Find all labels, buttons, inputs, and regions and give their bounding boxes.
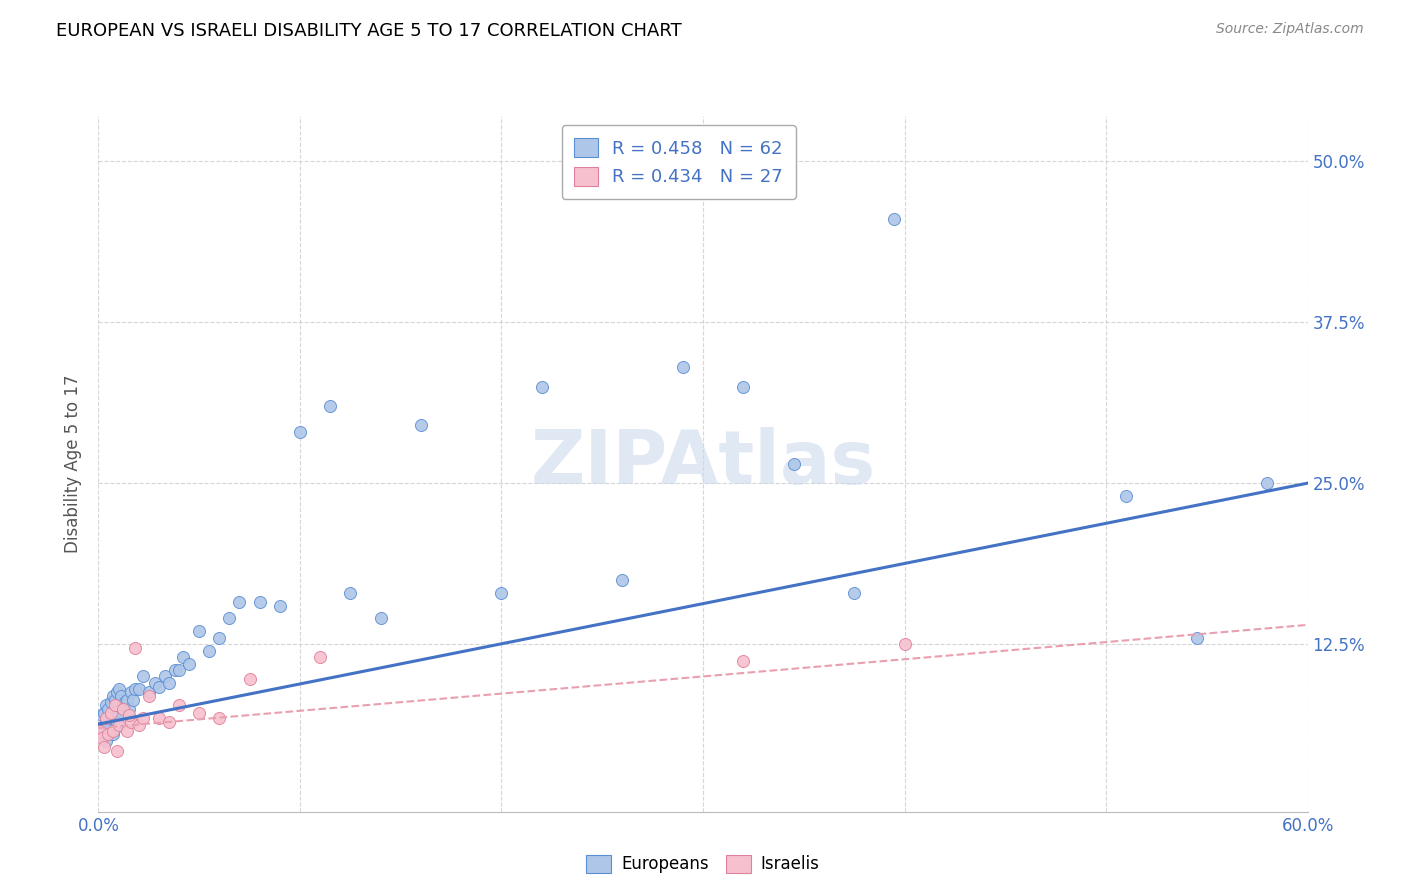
Point <box>138 689 160 703</box>
Point <box>188 624 211 639</box>
Point <box>101 689 124 703</box>
Point <box>319 399 342 413</box>
Point <box>157 676 180 690</box>
Point <box>89 721 111 735</box>
Point <box>167 698 190 712</box>
Point <box>309 650 332 665</box>
Point <box>153 669 176 683</box>
Point <box>118 708 141 723</box>
Point <box>163 663 186 677</box>
Point <box>91 731 114 746</box>
Point <box>91 708 114 723</box>
Point <box>93 740 115 755</box>
Point <box>103 698 125 712</box>
Point <box>96 698 118 712</box>
Point <box>128 682 150 697</box>
Point <box>228 595 250 609</box>
Point <box>148 711 170 725</box>
Point <box>143 676 166 690</box>
Point <box>96 734 118 748</box>
Point <box>148 680 170 694</box>
Point <box>91 727 114 741</box>
Point <box>167 663 190 677</box>
Point <box>96 711 118 725</box>
Point <box>249 595 271 609</box>
Point <box>107 708 129 723</box>
Point <box>218 611 240 625</box>
Text: Source: ZipAtlas.com: Source: ZipAtlas.com <box>1216 22 1364 37</box>
Legend: Europeans, Israelis: Europeans, Israelis <box>579 848 827 880</box>
Point <box>100 695 122 709</box>
Point <box>111 698 134 712</box>
Point <box>97 718 120 732</box>
Point <box>103 721 125 735</box>
Point <box>269 599 291 613</box>
Point <box>1185 631 1208 645</box>
Point <box>93 723 115 738</box>
Point <box>188 706 211 720</box>
Point <box>124 641 146 656</box>
Point <box>138 685 160 699</box>
Point <box>198 643 221 657</box>
Y-axis label: Disability Age 5 to 17: Disability Age 5 to 17 <box>65 375 83 553</box>
Point <box>105 744 128 758</box>
Point <box>107 718 129 732</box>
Point <box>114 695 136 709</box>
Point <box>172 650 194 665</box>
Point <box>844 585 866 599</box>
Point <box>288 425 311 439</box>
Point <box>128 718 150 732</box>
Point <box>101 723 124 738</box>
Point <box>103 692 125 706</box>
Point <box>409 418 432 433</box>
Point <box>121 692 143 706</box>
Text: EUROPEAN VS ISRAELI DISABILITY AGE 5 TO 17 CORRELATION CHART: EUROPEAN VS ISRAELI DISABILITY AGE 5 TO … <box>56 22 682 40</box>
Point <box>132 669 155 683</box>
Point <box>100 706 122 720</box>
Point <box>339 585 361 599</box>
Point <box>115 723 138 738</box>
Point <box>93 706 115 720</box>
Point <box>208 631 231 645</box>
Point <box>883 212 905 227</box>
Point <box>893 637 915 651</box>
Point <box>1256 476 1278 491</box>
Point <box>157 714 180 729</box>
Point <box>370 611 392 625</box>
Point <box>1115 489 1137 503</box>
Point <box>97 727 120 741</box>
Point <box>120 714 142 729</box>
Point <box>124 682 146 697</box>
Text: ZIPAtlas: ZIPAtlas <box>530 427 876 500</box>
Point <box>96 714 118 729</box>
Point <box>120 685 142 699</box>
Point <box>672 360 695 375</box>
Point <box>132 711 155 725</box>
Point <box>100 711 122 725</box>
Point <box>530 379 553 393</box>
Point <box>115 692 138 706</box>
Point <box>733 654 755 668</box>
Point <box>783 457 806 471</box>
Point <box>101 727 124 741</box>
Point <box>105 685 128 699</box>
Point <box>179 657 201 671</box>
Point <box>111 701 134 715</box>
Point <box>105 714 128 729</box>
Point <box>491 585 513 599</box>
Point <box>239 672 262 686</box>
Point <box>733 379 755 393</box>
Point <box>110 689 132 703</box>
Point <box>107 682 129 697</box>
Point <box>89 723 111 738</box>
Point <box>118 701 141 715</box>
Point <box>97 701 120 715</box>
Point <box>208 711 231 725</box>
Point <box>612 573 634 587</box>
